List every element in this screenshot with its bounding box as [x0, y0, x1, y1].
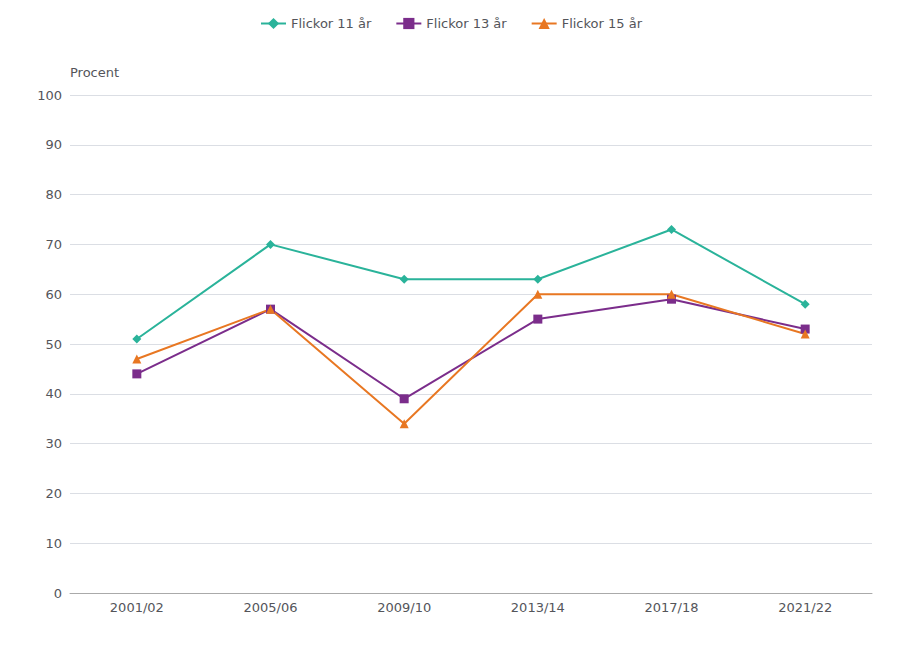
svg-text:40: 40 — [45, 386, 62, 401]
svg-text:Flickor 13 år: Flickor 13 år — [426, 16, 507, 31]
svg-text:Flickor 15 år: Flickor 15 år — [562, 16, 643, 31]
svg-text:2005/06: 2005/06 — [243, 600, 297, 615]
svg-text:Procent: Procent — [70, 65, 119, 80]
svg-text:50: 50 — [45, 337, 62, 352]
svg-text:Flickor 11 år: Flickor 11 år — [291, 16, 372, 31]
svg-text:2001/02: 2001/02 — [110, 600, 164, 615]
svg-text:2021/22: 2021/22 — [778, 600, 832, 615]
svg-text:10: 10 — [45, 536, 62, 551]
svg-text:90: 90 — [45, 137, 62, 152]
svg-text:2009/10: 2009/10 — [377, 600, 431, 615]
svg-text:100: 100 — [37, 88, 62, 103]
svg-text:0: 0 — [54, 586, 62, 601]
svg-text:30: 30 — [45, 436, 62, 451]
svg-text:2013/14: 2013/14 — [511, 600, 565, 615]
svg-text:60: 60 — [45, 287, 62, 302]
svg-text:80: 80 — [45, 187, 62, 202]
svg-text:2017/18: 2017/18 — [644, 600, 698, 615]
svg-text:20: 20 — [45, 486, 62, 501]
svg-text:70: 70 — [45, 237, 62, 252]
